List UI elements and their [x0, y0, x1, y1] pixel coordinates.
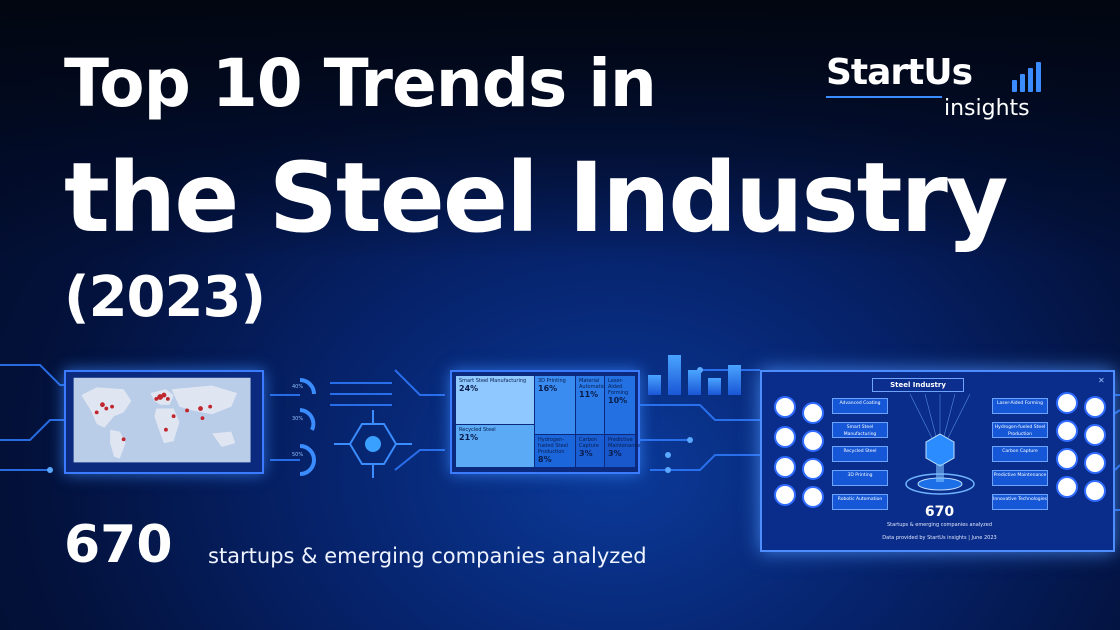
startup-logo: [802, 430, 824, 452]
trend-box: Recycled Steel: [832, 446, 888, 462]
startup-logo: [1084, 396, 1106, 418]
startup-logo: [802, 486, 824, 508]
treemap-cell: Carbon Capture 3%: [576, 435, 604, 467]
startup-logo: [1084, 424, 1106, 446]
treemap-cell: Smart Steel Manufacturing 24%: [456, 376, 534, 424]
infographic-count: 670: [924, 504, 955, 520]
startup-count: 670: [64, 515, 173, 575]
startup-logo: [1056, 476, 1078, 498]
startup-count-label: startups & emerging companies analyzed: [208, 544, 647, 568]
treemap-cell: Laser-Aided Forming 10%: [605, 376, 635, 434]
trend-box: Hydrogen-fueled Steel Production: [992, 422, 1048, 438]
treemap-cell: 3D Printing 16%: [535, 376, 575, 434]
startus-insights-logo[interactable]: StartUs insights: [826, 52, 1056, 132]
trend-box: Advanced Coating: [832, 398, 888, 414]
startup-logo: [774, 484, 796, 506]
treemap-cell: Hydrogen-fueled Steel Production 8%: [535, 435, 575, 467]
bar-chart-icon: [1012, 62, 1044, 92]
treemap-cell: Predictive Maintenance 3%: [605, 435, 640, 467]
logo-subtitle: insights: [944, 96, 1030, 121]
startup-logo: [802, 458, 824, 480]
close-icon: ✕: [1098, 376, 1105, 385]
startup-logo: [1056, 392, 1078, 414]
title-line-1: Top 10 Trends in: [64, 45, 657, 122]
trend-box: Laser-Aided Forming: [992, 398, 1048, 414]
trend-box: Carbon Capture: [992, 446, 1048, 462]
startup-logo: [1084, 452, 1106, 474]
infographic-count-label: Startups & emerging companies analyzed: [887, 522, 992, 528]
hologram-graphic: [905, 394, 975, 495]
trend-box: Robotic Automation: [832, 494, 888, 510]
world-map: [73, 377, 251, 463]
treemap-panel: Smart Steel Manufacturing 24% Recycled St…: [450, 370, 640, 474]
startup-logo: [1056, 448, 1078, 470]
crosshair-dot: [365, 436, 381, 452]
logo-underline: [826, 96, 942, 98]
treemap-cell: Material Automation 11%: [576, 376, 608, 434]
world-map-panel: [64, 370, 264, 474]
treemap-cell: Recycled Steel 21%: [456, 425, 534, 467]
startup-logo: [774, 396, 796, 418]
gauge-label-2: 30%: [292, 416, 304, 422]
title-line-3: (2023): [64, 265, 266, 330]
logo-brand: StartUs: [826, 52, 973, 93]
startup-logo: [774, 426, 796, 448]
gauge-label-1: 40%: [292, 384, 304, 390]
trend-box: Innovative Technologies: [992, 494, 1048, 510]
gauge-label-3: 50%: [292, 452, 304, 458]
trend-box: 3D Printing: [832, 470, 888, 486]
steel-industry-infographic: Steel Industry ✕ Advanced Coating Smart …: [760, 370, 1115, 552]
startup-logo: [774, 456, 796, 478]
infographic-footer: Data provided by StartUs insights | June…: [882, 535, 997, 541]
infographic-title: Steel Industry: [872, 378, 964, 392]
startup-logo: [1084, 480, 1106, 502]
startup-logo: [1056, 420, 1078, 442]
trend-box: Smart Steel Manufacturing: [832, 422, 888, 438]
top-gradient: [0, 0, 1120, 260]
startup-logo: [802, 402, 824, 424]
title-line-2: the Steel Industry: [64, 142, 1008, 254]
trend-box: Predictive Maintenance: [992, 470, 1048, 486]
